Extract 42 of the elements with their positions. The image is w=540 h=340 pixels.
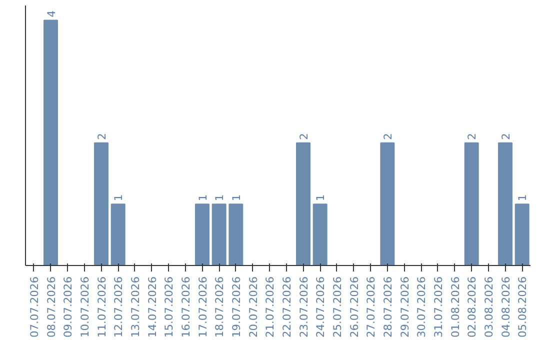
x-tick-label: 27.07.2026 — [364, 276, 378, 338]
x-tick-label: 28.07.2026 — [381, 276, 394, 338]
x-tick-label: 18.07.2026 — [213, 276, 226, 338]
data-label: 2 — [95, 133, 108, 140]
x-tick-label: 08.07.2026 — [44, 276, 58, 338]
x-tick-label: 04.08.2026 — [499, 276, 512, 338]
x-tick-label: 07.07.2026 — [28, 276, 41, 338]
data-label: 1 — [213, 194, 226, 202]
x-tick-label: 21.07.2026 — [264, 276, 277, 338]
x-tick-label: 13.07.2026 — [128, 276, 142, 338]
x-tick-label: 10.07.2026 — [78, 276, 92, 338]
x-tick-label: 23.07.2026 — [297, 276, 310, 338]
x-tick-label: 26.07.2026 — [348, 276, 361, 338]
x-tick-label: 11.07.2026 — [95, 276, 108, 338]
x-tick-label: 17.07.2026 — [196, 276, 210, 338]
x-tick-label: 19.07.2026 — [230, 276, 243, 338]
data-label: 2 — [466, 133, 479, 140]
x-tick-label: 29.07.2026 — [398, 276, 412, 338]
x-tick-label: 03.08.2026 — [482, 276, 496, 338]
x-tick-label: 22.07.2026 — [280, 276, 294, 338]
data-label: 2 — [381, 133, 394, 140]
data-label: 1 — [112, 194, 126, 202]
x-tick-label: 14.07.2026 — [146, 276, 159, 338]
x-tick-label: 12.07.2026 — [112, 276, 126, 338]
x-tick-label: 31.07.2026 — [432, 276, 445, 338]
x-tick-label: 15.07.2026 — [162, 276, 176, 338]
data-label: 1 — [230, 194, 243, 202]
x-tick-label: 25.07.2026 — [330, 276, 344, 338]
x-tick-label: 20.07.2026 — [246, 276, 260, 338]
data-label: 1 — [516, 194, 530, 202]
data-label: 2 — [297, 133, 310, 140]
data-label: 1 — [196, 194, 210, 202]
data-label: 4 — [44, 10, 58, 18]
data-label: 1 — [314, 194, 328, 202]
data-label: 2 — [499, 133, 512, 140]
x-tick-label: 24.07.2026 — [314, 276, 328, 338]
x-tick-label: 30.07.2026 — [415, 276, 428, 338]
x-tick-label: 09.07.2026 — [62, 276, 75, 338]
x-tick-label: 05.08.2026 — [516, 276, 530, 338]
x-tick-label: 16.07.2026 — [179, 276, 192, 338]
x-tick-label: 02.08.2026 — [466, 276, 479, 338]
x-tick-label: 01.08.2026 — [448, 276, 462, 338]
